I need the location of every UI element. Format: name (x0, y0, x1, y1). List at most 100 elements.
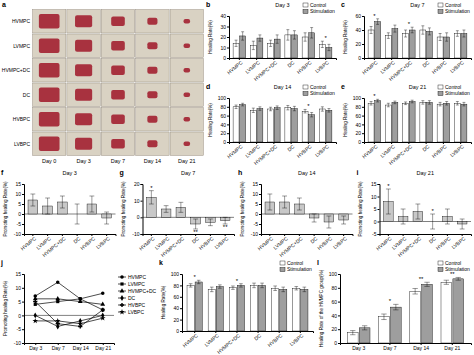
tick-label: HVBPC (266, 332, 283, 348)
annotation: ** (223, 224, 228, 230)
wound (39, 136, 60, 151)
x-tick: Day 7 (52, 343, 65, 351)
tick-label: Day 7 (383, 345, 396, 351)
tick-label: DC (190, 235, 200, 244)
tick-label: 0 (223, 139, 226, 145)
plot: -10-5051015HVMPCLVMPCHVMPC+DCDCHVBPCLVBP… (251, 181, 353, 258)
error-bar (210, 287, 214, 292)
x-axis: Day 3Day 7Day 14Day 21 (25, 343, 115, 351)
y-tick: 100 (218, 95, 229, 101)
wound (147, 116, 157, 123)
x-tick: HVMPC+DC (388, 58, 414, 82)
plot: 020406080100HVMPCLVMPCHVMPC+DCDCHVBPCLVB… (171, 271, 314, 355)
wound (183, 68, 190, 73)
error-bar (445, 33, 448, 41)
legend: ControlStimulation (303, 2, 335, 15)
marks (233, 103, 332, 142)
y-tick: 0 (176, 328, 182, 334)
axis-line (378, 185, 381, 235)
tick-label: 20 (220, 34, 226, 40)
error-bar (387, 103, 390, 107)
bar (375, 101, 381, 142)
x-tick: Day 14 (413, 343, 429, 351)
x-tick: HVBPC (316, 234, 333, 251)
tick-label: Day 7 (52, 345, 65, 351)
error-bar (326, 216, 331, 228)
panel-label: l (317, 259, 319, 266)
marks (368, 19, 467, 58)
annotation: * (307, 103, 310, 109)
error-bar (252, 283, 256, 288)
error-bar (411, 100, 414, 103)
tick-mark (180, 331, 182, 332)
tick-mark (22, 224, 24, 225)
tick-label: HVMPC+DC (41, 235, 67, 258)
wound (147, 91, 157, 98)
error-bar (269, 40, 272, 46)
y-tick: 5 (18, 299, 24, 305)
x-tick: LVMPC (203, 331, 220, 348)
error-bar (286, 105, 289, 109)
legend-swatch (438, 261, 443, 265)
tick-label: 10 (15, 191, 21, 197)
tick-mark (141, 234, 143, 235)
tick-label: 80 (331, 285, 337, 291)
wound (75, 64, 92, 76)
axis-line (22, 275, 25, 344)
legend-item: Stimulation (303, 8, 335, 14)
y-tick: -5 (17, 221, 24, 227)
wound (75, 113, 92, 125)
error-bar (376, 19, 379, 25)
y-tick: 0 (374, 219, 380, 225)
error-bar (235, 105, 238, 109)
tick-label: 15 (15, 181, 21, 187)
bar (272, 288, 279, 331)
error-bar (428, 28, 431, 35)
x-tick: HVMPC (226, 142, 244, 159)
bar (293, 288, 300, 331)
bar (291, 109, 297, 142)
tick-label: 15 (371, 181, 377, 187)
tick-label: HVMPC (375, 235, 393, 251)
bar (392, 102, 398, 142)
error-bar (312, 214, 317, 222)
series-line (35, 299, 103, 305)
photo (101, 132, 134, 156)
y-tick: 60 (173, 294, 182, 300)
y-tick: 0 (358, 139, 364, 145)
y-tick: 30 (220, 24, 229, 30)
x-tick: HVBPC (198, 234, 215, 251)
tick-mark (180, 285, 182, 286)
error-bar (269, 107, 272, 111)
error-bar (350, 331, 355, 335)
wound (75, 89, 92, 101)
x-tick: HVMPC (181, 331, 199, 348)
photo (136, 83, 169, 107)
tick-label: HVMPC+DC (388, 143, 414, 166)
tick-label: HVBPC (296, 59, 313, 75)
tick-mark (227, 16, 229, 17)
tick-label: 40 (220, 122, 226, 128)
tick-label: 0 (255, 211, 258, 217)
bar (368, 30, 374, 58)
error-bar (208, 219, 213, 226)
legend-swatch (120, 303, 124, 307)
legend-swatch (119, 309, 125, 314)
wound (111, 90, 125, 100)
photo-panel: aHVMPCLVMPCHVMPC+DCDCHVBPCLVBPCDay 0Day … (2, 1, 204, 164)
bar (274, 108, 280, 142)
y-tick: 0 (18, 211, 24, 217)
marks (32, 280, 105, 329)
x-axis: HVMPCLVMPCHVMPC+DCDCHVBPCLVBPC (375, 234, 472, 258)
tick-mark (362, 107, 364, 108)
tick-label: DC (253, 332, 263, 341)
error-bar (267, 194, 272, 210)
error-bar (282, 196, 287, 208)
tick-mark (227, 37, 229, 38)
photo (170, 83, 203, 107)
tick-label: HVBPC (79, 235, 96, 251)
photo (33, 34, 66, 58)
photo (170, 10, 203, 34)
tick-label: -10 (132, 231, 139, 237)
axis-line (227, 99, 230, 143)
